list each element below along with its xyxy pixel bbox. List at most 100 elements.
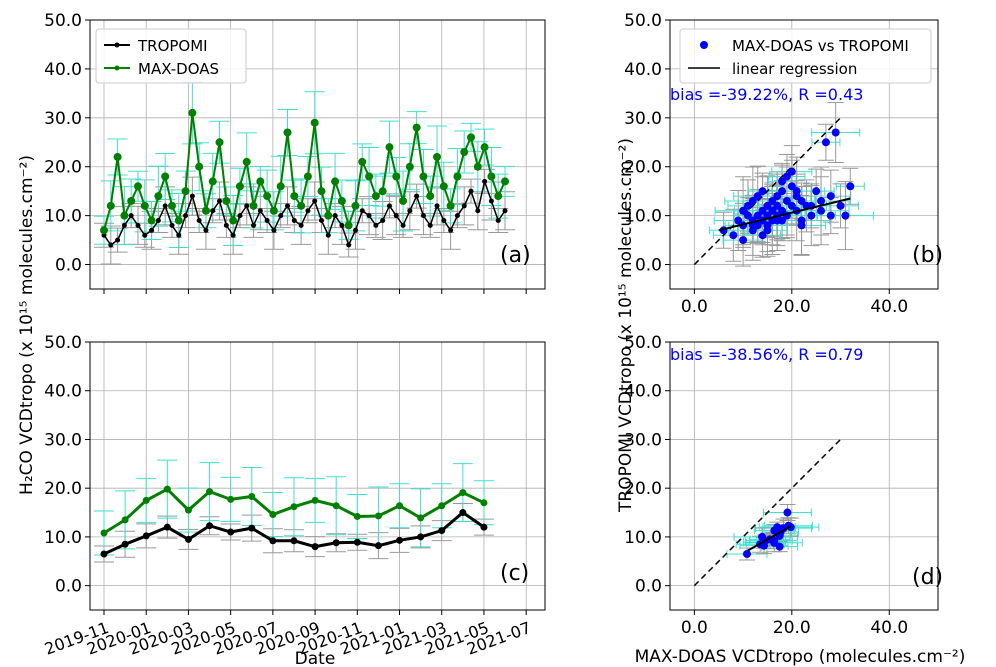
point-a-maxdoas-20 <box>235 182 244 191</box>
ytick-label-a-2: 20.0 <box>44 158 82 178</box>
point-a-maxdoas-1 <box>106 201 115 210</box>
point-a-tropomi-56 <box>482 178 488 184</box>
xlabel-left: Date <box>295 649 336 667</box>
point-a-maxdoas-18 <box>222 196 231 205</box>
point-c-maxdoas-4 <box>184 506 192 514</box>
point-a-tropomi-17 <box>217 198 223 204</box>
point-a-maxdoas-56 <box>480 143 489 152</box>
ytick-label-b-5: 50.0 <box>624 11 662 31</box>
ytick-label-d-1: 10.0 <box>624 528 662 548</box>
ytick-label-c-4: 40.0 <box>44 382 82 402</box>
point-c-maxdoas-6 <box>227 495 235 503</box>
point-a-maxdoas-22 <box>249 201 258 210</box>
ytick-label-d-3: 30.0 <box>624 430 662 450</box>
point-b-39 <box>817 206 826 215</box>
legend-b: MAX-DOAS vs TROPOMI linear regression <box>679 28 932 84</box>
xlabel-right: MAX-DOAS VCDtropo (molecules.cm⁻²) <box>635 647 966 667</box>
point-a-maxdoas-59 <box>501 177 509 186</box>
panel-label-a: (a) <box>500 243 531 268</box>
point-c-maxdoas-16 <box>438 502 446 510</box>
point-b-56 <box>763 226 772 235</box>
point-a-tropomi-32 <box>318 218 324 224</box>
point-a-maxdoas-24 <box>263 192 272 201</box>
point-a-maxdoas-44 <box>399 196 408 205</box>
point-a-tropomi-54 <box>468 188 474 194</box>
point-a-maxdoas-42 <box>385 143 394 152</box>
point-a-tropomi-37 <box>352 227 358 233</box>
point-a-tropomi-10 <box>169 222 175 228</box>
point-b-26 <box>778 187 787 196</box>
point-c-tropomi-17 <box>459 509 467 517</box>
point-b-15 <box>758 187 767 196</box>
point-c-maxdoas-5 <box>206 488 214 496</box>
point-a-maxdoas-30 <box>303 172 312 181</box>
point-b-50 <box>778 177 787 186</box>
plot-frame-b <box>669 19 939 290</box>
point-b-30 <box>787 201 796 210</box>
point-a-maxdoas-4 <box>127 196 136 205</box>
point-b-9 <box>748 196 757 205</box>
point-a-tropomi-26 <box>278 213 284 219</box>
point-a-tropomi-58 <box>495 218 501 224</box>
point-c-maxdoas-3 <box>163 485 171 493</box>
point-b-2 <box>734 216 743 225</box>
point-a-tropomi-57 <box>488 198 494 204</box>
point-a-maxdoas-47 <box>419 172 428 181</box>
point-c-tropomi-7 <box>248 524 256 532</box>
point-b-57 <box>773 216 782 225</box>
point-a-tropomi-44 <box>400 222 406 228</box>
point-c-maxdoas-17 <box>459 489 467 497</box>
point-c-tropomi-1 <box>121 540 129 548</box>
point-a-maxdoas-37 <box>351 201 360 210</box>
annotation-b: bias =-39.22%, R =0.43 <box>670 85 863 104</box>
point-a-tropomi-16 <box>210 208 216 214</box>
point-a-tropomi-43 <box>393 213 399 219</box>
point-c-tropomi-13 <box>374 542 382 550</box>
point-b-44 <box>841 211 850 220</box>
point-a-tropomi-3 <box>121 222 127 228</box>
legend-a-frame <box>95 28 247 84</box>
point-a-maxdoas-53 <box>460 148 469 157</box>
point-b-17 <box>763 201 772 210</box>
point-a-maxdoas-7 <box>147 216 156 225</box>
identity-line-b <box>693 117 842 266</box>
point-b-11 <box>753 211 762 220</box>
point-a-tropomi-59 <box>502 208 508 214</box>
point-a-tropomi-47 <box>420 213 426 219</box>
plot-frame-c <box>89 341 546 611</box>
point-a-tropomi-22 <box>251 222 257 228</box>
point-a-maxdoas-46 <box>412 123 421 132</box>
point-b-45 <box>846 182 855 191</box>
axes-layer: 0.0 10.0 20.0 30.0 40.0 50.0 0.0 10.0 20.0 30.0 40… <box>42 11 939 659</box>
point-a-maxdoas-52 <box>453 172 462 181</box>
regression-line-b <box>718 197 851 232</box>
point-a-tropomi-2 <box>115 237 121 243</box>
panel-label-d: (d) <box>912 565 943 590</box>
point-a-tropomi-46 <box>414 193 420 199</box>
point-c-tropomi-10 <box>311 543 319 551</box>
point-c-maxdoas-15 <box>417 514 425 522</box>
point-d-14 <box>770 536 779 545</box>
legend-a-label-tropomi: TROPOMI <box>137 37 208 55</box>
point-a-tropomi-39 <box>366 213 372 219</box>
point-d-17 <box>783 508 792 517</box>
point-b-52 <box>797 221 806 230</box>
point-a-tropomi-51 <box>448 227 454 233</box>
point-c-tropomi-9 <box>290 537 298 545</box>
point-d-18 <box>773 523 782 532</box>
point-a-tropomi-13 <box>189 193 195 199</box>
point-a-tropomi-50 <box>441 218 447 224</box>
point-a-maxdoas-35 <box>337 196 346 205</box>
point-a-maxdoas-19 <box>229 216 238 225</box>
ytick-label-a-4: 40.0 <box>44 60 82 80</box>
point-b-38 <box>812 187 821 196</box>
ylabel-right: TROPOMI VCDtropo (x 10¹⁵ molecules.cm⁻²) <box>616 138 636 513</box>
point-c-maxdoas-13 <box>374 512 382 520</box>
ytick-label-d-5: 50.0 <box>624 333 662 353</box>
ytick-label-b-2: 20.0 <box>624 158 662 178</box>
ytick-label-c-1: 10.0 <box>44 528 82 548</box>
point-b-43 <box>836 201 845 210</box>
point-c-tropomi-11 <box>332 539 340 547</box>
point-a-maxdoas-9 <box>161 172 170 181</box>
point-a-tropomi-8 <box>155 218 161 224</box>
